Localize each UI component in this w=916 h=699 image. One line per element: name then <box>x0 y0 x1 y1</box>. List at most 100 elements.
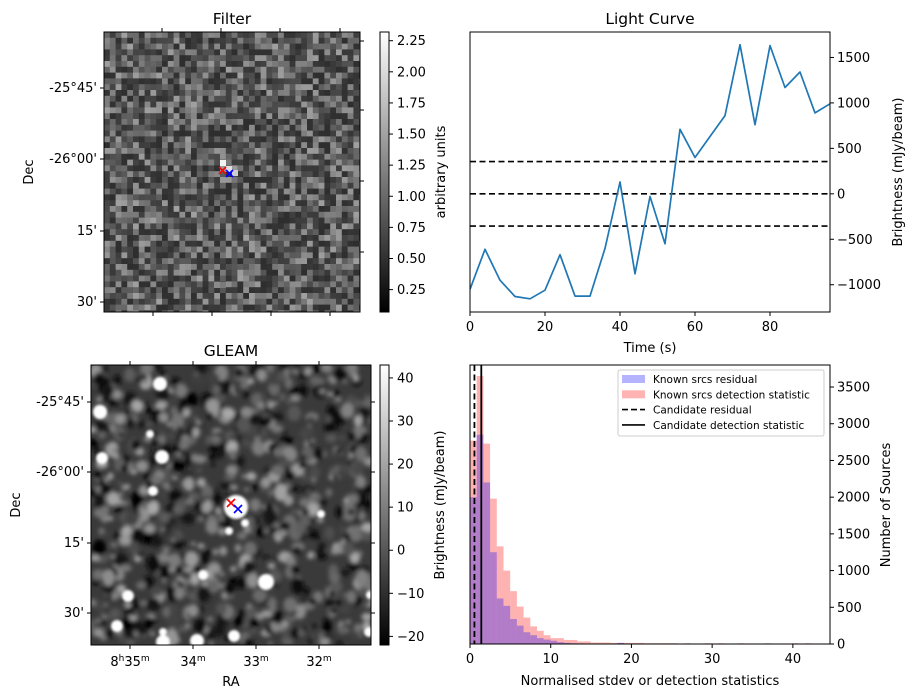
detection-bar <box>537 630 544 644</box>
gleam-image <box>91 365 371 645</box>
detection-bar <box>570 639 578 644</box>
gleam-xtick-label: 33m <box>243 654 268 670</box>
gleam-markers <box>226 498 243 514</box>
detection-bar <box>516 606 524 644</box>
lightcurve-ytick-label: −1000 <box>837 278 881 293</box>
filter-colorbar-tick-label: 2.00 <box>397 65 426 80</box>
filter-colorbar-tick-label: 2.25 <box>397 34 426 49</box>
detection-bar <box>597 642 604 644</box>
gleam-axis-ticks: -25°45' -26°00' 15' 30' 8h35m 34m 33m 32m <box>36 361 375 670</box>
gleam-source <box>122 590 134 602</box>
legend-label: Known srcs residual <box>653 374 757 386</box>
detection-bar <box>563 639 571 644</box>
legend-label: Candidate detection statistic <box>653 420 805 432</box>
gleam-colorbar-ticks: −20 −10 0 10 20 30 40 <box>389 371 424 645</box>
gleam-ytick-label: 15' <box>64 536 84 551</box>
lightcurve-series <box>470 43 830 300</box>
lightcurve-xtick-label: 80 <box>762 320 779 335</box>
filter-ytick-label: -26°00' <box>49 152 97 167</box>
gleam-source <box>146 430 154 438</box>
lightcurve-ylabel: Brightness (mJy/beam) <box>891 98 906 247</box>
lightcurve-xtick-label: 0 <box>466 320 474 335</box>
detection-bar <box>530 626 537 644</box>
residual-bar <box>543 639 551 644</box>
gleam-colorbar-tick-label: 10 <box>397 501 414 516</box>
residual-bar <box>537 638 544 644</box>
filter-ytick-label: 15' <box>77 224 97 239</box>
gleam-title: GLEAM <box>204 342 258 360</box>
gleam-colorbar-tick-label: 0 <box>397 544 405 559</box>
filter-panel: Filter -25°45' -26°00' 15' 30' Dec 0.25 0.50… <box>22 10 449 316</box>
residual-bar <box>557 642 564 644</box>
residual-bar <box>563 642 571 644</box>
filter-colorbar-tick-label: 0.75 <box>397 221 426 236</box>
lightcurve-ytick-label: 1000 <box>837 96 870 111</box>
residual-bar <box>490 552 497 644</box>
histogram-ytick-label: 2000 <box>837 491 870 506</box>
detection-bar <box>557 638 564 644</box>
histogram-xlabel: Normalised stdev or detection statistics <box>521 674 780 689</box>
filter-axis-ticks: -25°45' -26°00' 15' 30' <box>49 28 364 316</box>
lightcurve-xtick-label: 60 <box>687 320 704 335</box>
filter-colorbar-tick-label: 0.25 <box>397 283 426 298</box>
histogram-ylabel: Number of Sources <box>879 443 894 568</box>
filter-ylabel: Dec <box>22 159 37 184</box>
histogram-ytick-label: 2500 <box>837 454 870 469</box>
filter-colorbar-tick-label: 1.75 <box>397 96 426 111</box>
filter-colorbar-tick-label: 0.50 <box>397 252 426 267</box>
histogram-legend: Known srcs residual Known srcs detection … <box>617 369 825 437</box>
histogram-ytick-label: 0 <box>837 638 845 653</box>
filter-colorbar-tick-label: 1.00 <box>397 190 426 205</box>
detection-bar <box>603 642 611 644</box>
detection-bar <box>617 642 625 644</box>
detection-bar <box>590 642 598 644</box>
histogram-ytick-label: 1500 <box>837 527 870 542</box>
filter-colorbar-tick-label: 1.50 <box>397 128 426 143</box>
residual-bar <box>523 632 531 644</box>
legend-entry: Known srcs detection statistic <box>622 389 810 401</box>
histogram-xtick-label: 20 <box>623 652 640 667</box>
detection-bar <box>490 498 497 644</box>
histogram-ytick-label: 3500 <box>837 381 870 396</box>
histogram-candidate-lines <box>473 365 483 644</box>
gleam-frame <box>90 364 372 646</box>
histogram-x-ticks: 0 10 20 30 40 <box>466 644 801 667</box>
legend-entry: Candidate residual <box>622 405 752 417</box>
filter-ytick-label: -25°45' <box>49 81 97 96</box>
lightcurve-xlabel: Time (s) <box>623 341 677 356</box>
gleam-xlabel: RA <box>222 675 240 690</box>
gleam-source <box>159 628 167 636</box>
gleam-colorbar-label: Brightness (mJy/beam) <box>433 431 448 580</box>
histogram-panel: 0 10 20 30 40 0 500 1000 1500 2000 2500 3000 3500 N… <box>466 364 894 689</box>
lightcurve-x-ticks: 0 20 40 60 80 <box>466 312 778 335</box>
histogram-xtick-label: 30 <box>704 652 721 667</box>
detection-bar <box>577 641 584 644</box>
gleam-source <box>198 570 208 580</box>
legend-entry: Candidate detection statistic <box>622 420 805 432</box>
lightcurve-ytick-label: 500 <box>837 142 862 157</box>
residual-bar <box>617 642 625 644</box>
filter-colorbar-ticks: 0.25 0.50 0.75 1.00 1.25 1.50 1.75 2.00 2.25 <box>389 34 426 298</box>
detection-bar <box>637 642 645 644</box>
lightcurve-panel: Light Curve 0 20 40 60 80 −1000 −500 0 500 1000 1… <box>466 10 906 356</box>
detection-bar <box>523 617 531 644</box>
histogram-xtick-label: 10 <box>542 652 559 667</box>
gleam-ytick-label: -26°00' <box>36 465 84 480</box>
residual-bar <box>483 482 491 644</box>
gleam-colorbar-tick-label: 40 <box>397 371 414 386</box>
residual-bar <box>470 497 477 644</box>
gleam-panel: GLEAM -25°45' -26°00' 15' 30' 8h35m 34m 33m 32m… <box>9 342 448 690</box>
gleam-colorbar-tick-label: −20 <box>397 630 424 645</box>
detection-bar <box>476 376 484 644</box>
gleam-source <box>111 620 123 632</box>
histogram-xtick-label: 40 <box>785 652 802 667</box>
legend-box <box>617 369 825 437</box>
lightcurve-line <box>470 43 830 300</box>
gleam-colorbar <box>379 364 390 646</box>
lightcurve-y-ticks: −1000 −500 0 500 1000 1500 <box>830 51 881 293</box>
filter-title: Filter <box>213 10 252 28</box>
gleam-source <box>225 527 233 535</box>
lightcurve-xtick-label: 40 <box>612 320 629 335</box>
gleam-source <box>258 574 274 590</box>
